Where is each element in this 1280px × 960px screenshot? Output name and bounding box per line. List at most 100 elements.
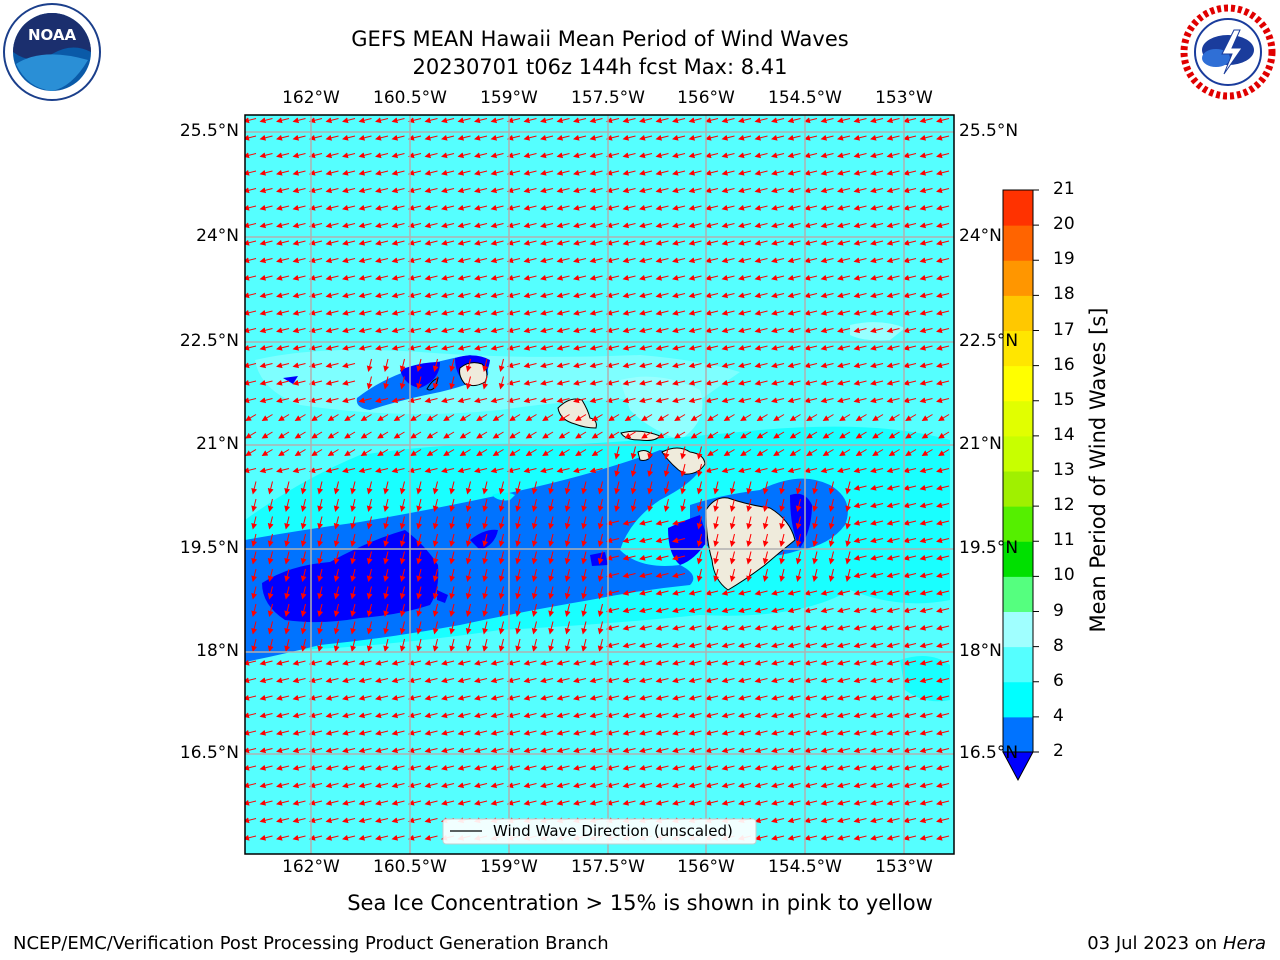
- wind-wave-arrow: [837, 309, 851, 316]
- wind-wave-arrow: [705, 152, 719, 159]
- wind-wave-arrow: [655, 362, 669, 369]
- wind-wave-arrow: [622, 344, 636, 351]
- wind-wave-arrow: [688, 327, 702, 334]
- wind-wave-arrow: [853, 134, 867, 141]
- wind-wave-arrow: [245, 379, 257, 386]
- wind-wave-arrow: [622, 222, 636, 229]
- wind-wave-arrow: [804, 257, 818, 264]
- wind-wave-arrow: [556, 309, 570, 316]
- wind-wave-arrow: [622, 362, 636, 369]
- wind-wave-arrow: [259, 239, 273, 246]
- wind-wave-arrow: [738, 222, 752, 229]
- wind-wave-arrow: [309, 117, 323, 124]
- wind-wave-arrow: [490, 169, 504, 176]
- island-maui: [661, 447, 706, 475]
- wind-wave-arrow: [886, 274, 900, 281]
- wind-wave-arrow: [292, 274, 306, 281]
- wind-wave-arrow: [358, 239, 372, 246]
- wind-wave-arrow: [804, 134, 818, 141]
- wind-wave-arrow: [441, 204, 455, 211]
- wind-wave-arrow: [804, 152, 818, 159]
- wind-wave-arrow: [309, 187, 323, 194]
- wind-wave-arrow: [622, 239, 636, 246]
- wind-wave-arrow: [523, 327, 537, 334]
- wind-wave-arrow: [771, 239, 785, 246]
- wind-wave-arrow: [276, 379, 290, 386]
- wind-wave-arrow: [342, 257, 356, 264]
- wind-wave-arrow: [705, 169, 719, 176]
- wind-wave-arrow: [540, 134, 554, 141]
- wind-wave-arrow: [622, 187, 636, 194]
- wind-wave-arrow: [375, 204, 389, 211]
- wind-wave-arrow: [837, 257, 851, 264]
- wind-wave-arrow: [705, 344, 719, 351]
- wind-wave-arrow: [936, 344, 950, 351]
- wind-wave-arrow: [919, 169, 933, 176]
- wind-wave-arrow: [853, 309, 867, 316]
- wind-wave-arrow: [309, 292, 323, 299]
- wind-wave-arrow: [457, 169, 471, 176]
- wind-wave-arrow: [787, 327, 801, 334]
- wind-wave-arrow: [441, 327, 455, 334]
- wind-wave-arrow: [507, 362, 521, 369]
- lat-tick-left: 18°N: [196, 641, 239, 661]
- wind-wave-arrow: [919, 344, 933, 351]
- wind-wave-arrow: [589, 152, 603, 159]
- wind-wave-arrow: [391, 344, 405, 351]
- wind-wave-arrow: [754, 117, 768, 124]
- wind-wave-arrow: [358, 117, 372, 124]
- wind-wave-arrow: [870, 187, 884, 194]
- wind-wave-arrow: [672, 362, 686, 369]
- wind-wave-arrow: [358, 187, 372, 194]
- wind-wave-arrow: [754, 222, 768, 229]
- wind-wave-arrow: [754, 362, 768, 369]
- wind-wave-arrow: [853, 327, 867, 334]
- wind-wave-arrow: [259, 274, 273, 281]
- wind-wave-arrow: [705, 117, 719, 124]
- wind-wave-arrow: [738, 362, 752, 369]
- wind-wave-arrow: [259, 134, 273, 141]
- wind-wave-arrow: [672, 222, 686, 229]
- wind-wave-arrow: [738, 134, 752, 141]
- wind-wave-arrow: [688, 292, 702, 299]
- wind-wave-arrow: [771, 379, 785, 386]
- wind-wave-arrow: [655, 274, 669, 281]
- wind-wave-arrow: [366, 358, 373, 372]
- wind-wave-arrow: [787, 239, 801, 246]
- wind-wave-arrow: [672, 292, 686, 299]
- wind-wave-arrow: [705, 292, 719, 299]
- wind-wave-arrow: [399, 376, 406, 390]
- wind-wave-arrow: [391, 169, 405, 176]
- wind-wave-arrow: [655, 152, 669, 159]
- wind-wave-arrow: [622, 169, 636, 176]
- wind-wave-arrow: [474, 309, 488, 316]
- wind-wave-arrow: [292, 327, 306, 334]
- wind-wave-arrow: [655, 222, 669, 229]
- wind-wave-arrow: [804, 362, 818, 369]
- wind-wave-arrow: [540, 344, 554, 351]
- wind-wave-arrow: [424, 204, 438, 211]
- wind-wave-arrow: [408, 257, 422, 264]
- wind-wave-arrow: [292, 309, 306, 316]
- wind-wave-arrow: [375, 257, 389, 264]
- wind-wave-arrow: [754, 309, 768, 316]
- wind-wave-arrow: [573, 169, 587, 176]
- lat-tick-right: 25.5°N: [959, 121, 1019, 141]
- wind-wave-arrow: [886, 344, 900, 351]
- wind-wave-arrow: [457, 134, 471, 141]
- wind-wave-arrow: [474, 169, 488, 176]
- wind-wave-arrow: [309, 344, 323, 351]
- wind-wave-arrow: [820, 274, 834, 281]
- wind-wave-arrow: [688, 274, 702, 281]
- wind-wave-arrow: [325, 134, 339, 141]
- wind-wave-arrow: [309, 362, 323, 369]
- wind-wave-arrow: [721, 362, 735, 369]
- colorbar-segment: [1003, 471, 1033, 507]
- wind-wave-arrow: [639, 292, 653, 299]
- wind-wave-arrow: [919, 204, 933, 211]
- wind-wave-arrow: [589, 204, 603, 211]
- wind-wave-arrow: [259, 344, 273, 351]
- wind-wave-arrow: [540, 309, 554, 316]
- wind-wave-arrow: [919, 362, 933, 369]
- wind-wave-arrow: [622, 274, 636, 281]
